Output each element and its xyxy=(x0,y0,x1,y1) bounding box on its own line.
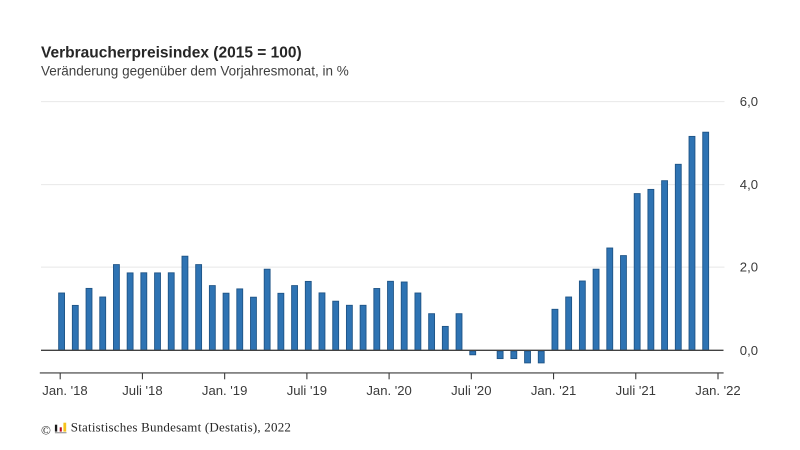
svg-text:Jan. '21: Jan. '21 xyxy=(531,383,576,398)
svg-text:Juli '21: Juli '21 xyxy=(616,383,656,398)
svg-text:6,0: 6,0 xyxy=(740,94,758,109)
svg-text:Jan. '22: Jan. '22 xyxy=(695,383,740,398)
svg-text:Juli '19: Juli '19 xyxy=(287,383,327,398)
svg-text:©: © xyxy=(41,423,51,438)
svg-text:Juli '18: Juli '18 xyxy=(122,383,162,398)
svg-text:Juli '20: Juli '20 xyxy=(451,383,491,398)
svg-text:Jan. '18: Jan. '18 xyxy=(42,383,87,398)
svg-text:2,0: 2,0 xyxy=(740,259,758,274)
svg-text:Verbraucherpreisindex (2015 =: Verbraucherpreisindex (2015 = 100) xyxy=(41,45,302,62)
svg-text:4,0: 4,0 xyxy=(740,177,758,192)
svg-text:Veränderung gegenüber dem Vorj: Veränderung gegenüber dem Vorjahresmonat… xyxy=(41,64,349,79)
svg-text:Statistisches Bundesamt (Desta: Statistisches Bundesamt (Destatis), 2022 xyxy=(71,420,291,435)
svg-text:Jan. '20: Jan. '20 xyxy=(366,383,411,398)
svg-text:0,0: 0,0 xyxy=(740,343,758,358)
svg-text:Jan. '19: Jan. '19 xyxy=(202,383,247,398)
